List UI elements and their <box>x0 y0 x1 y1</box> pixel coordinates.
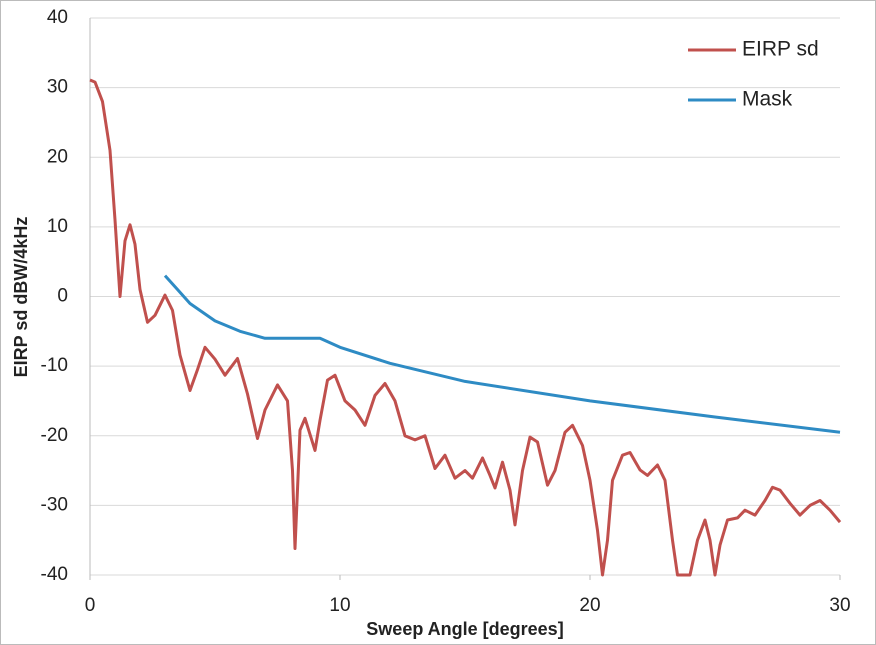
y-tick-label: -10 <box>41 355 68 376</box>
legend-label: Mask <box>742 88 793 111</box>
y-tick-label: -30 <box>41 494 68 515</box>
x-axis-title: Sweep Angle [degrees] <box>366 619 563 639</box>
y-tick-label: 0 <box>57 286 68 307</box>
legend-label: EIRP sd <box>742 38 819 61</box>
data-line <box>89 78 842 577</box>
y-axis-title: EIRP sd dBW/4kHz <box>11 217 31 378</box>
y-tick-label: 10 <box>47 216 68 237</box>
x-tick-label: 0 <box>85 595 96 616</box>
y-tick-label: -20 <box>41 425 68 446</box>
y-tick-label: 40 <box>47 7 68 28</box>
data-line <box>163 274 841 434</box>
x-tick-label: 10 <box>329 595 350 616</box>
x-tick-label: 20 <box>579 595 600 616</box>
y-tick-label: 20 <box>47 146 68 167</box>
y-tick-label: 30 <box>47 77 68 98</box>
x-tick-label: 30 <box>829 595 850 616</box>
y-tick-label: -40 <box>41 564 68 585</box>
